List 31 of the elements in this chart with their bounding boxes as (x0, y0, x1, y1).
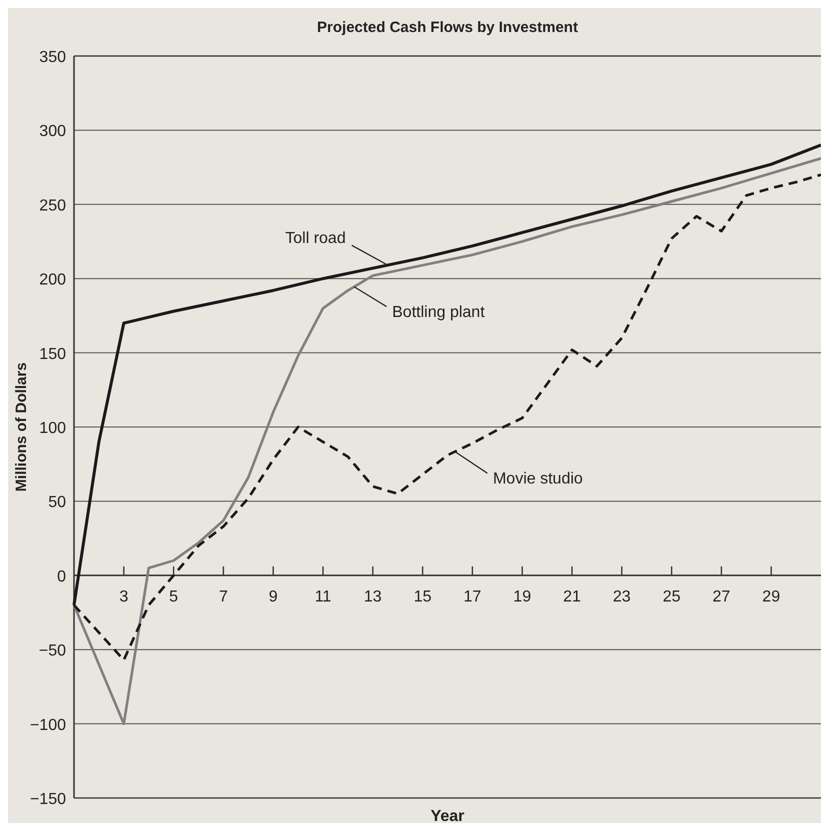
chart-title: Projected Cash Flows by Investment (317, 19, 578, 36)
x-tick-label: 29 (762, 588, 780, 606)
x-tick-label: 9 (268, 588, 278, 606)
y-tick-label: 250 (39, 197, 66, 214)
x-axis-title: Year (430, 808, 464, 825)
x-tick-label: 5 (169, 588, 178, 606)
series-label: Toll road (285, 230, 346, 248)
y-tick-label: 200 (39, 272, 66, 289)
x-tick-label: 23 (612, 588, 631, 606)
y-tick-label: 350 (39, 49, 66, 66)
x-tick-label: 15 (414, 588, 432, 606)
text: Movie studio (492, 470, 583, 488)
series-label: Bottling plant (392, 304, 486, 321)
y-tick-label: 300 (39, 123, 66, 140)
x-tick-label: 17 (464, 588, 482, 606)
x-tick-label: 3 (119, 588, 128, 606)
x-tick-label: 11 (314, 588, 332, 606)
y-tick-label: 50 (48, 494, 66, 512)
y-tick-label: −100 (30, 716, 66, 734)
x-tick-label: 27 (712, 588, 730, 606)
y-axis-title: Millions of Dollars (13, 362, 30, 492)
x-tick-label: 25 (662, 588, 681, 606)
x-tick-label: 19 (513, 588, 532, 606)
y-tick-label: 0 (57, 568, 66, 586)
y-tick-label: 150 (39, 346, 66, 363)
x-tick-label: 21 (563, 588, 581, 606)
y-tick-label: 100 (39, 420, 66, 437)
x-tick-label: 13 (364, 588, 382, 606)
y-tick-label: −50 (38, 642, 66, 660)
y-tick-label: −150 (30, 791, 66, 808)
x-tick-label: 7 (218, 588, 228, 606)
